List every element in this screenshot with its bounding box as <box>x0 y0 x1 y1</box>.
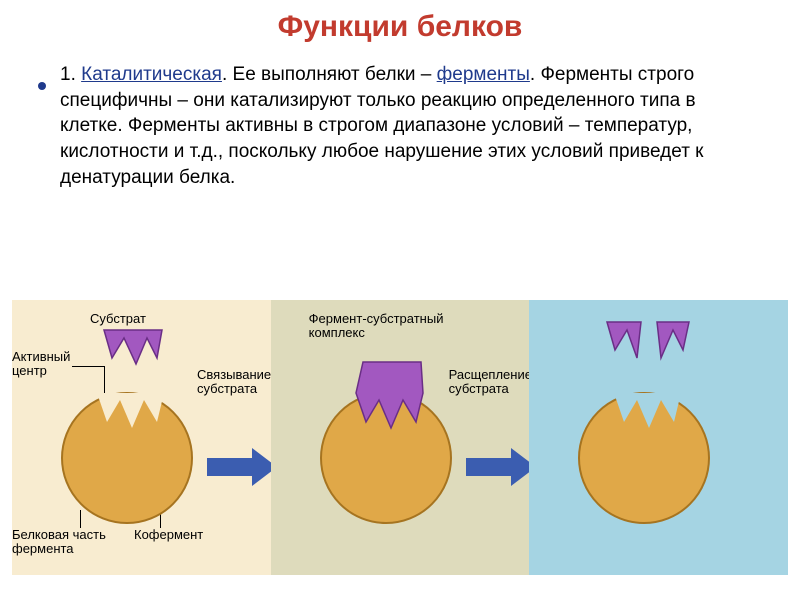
num: 1. <box>60 64 81 85</box>
label-cleavage: Расщепление субстрата <box>449 368 532 397</box>
body-paragraph: 1. Каталитическая. Ее выполняют белки – … <box>60 62 752 190</box>
panel-3 <box>529 300 788 575</box>
page-title: Функции белков <box>0 10 800 44</box>
arrow-2 <box>466 448 536 486</box>
bullet <box>38 82 46 90</box>
catalytic-link: Каталитическая <box>81 64 222 85</box>
panel-1: Субстрат Активный центр Белковая часть ф… <box>12 300 271 575</box>
enzyme-diagram: Субстрат Активный центр Белковая часть ф… <box>12 300 788 575</box>
label-binding: Связывание субстрата <box>197 368 271 397</box>
panel-2: Фермент-субстратный комплекс Расщепление… <box>271 300 530 575</box>
enzyme-svg-2 <box>271 300 531 580</box>
enzyme-svg-1 <box>12 300 272 580</box>
enzyme-svg-3 <box>529 300 789 580</box>
t1: . Ее выполняют белки – <box>222 64 437 85</box>
enzymes-link: ферменты <box>437 64 530 85</box>
arrow-1 <box>207 448 277 486</box>
